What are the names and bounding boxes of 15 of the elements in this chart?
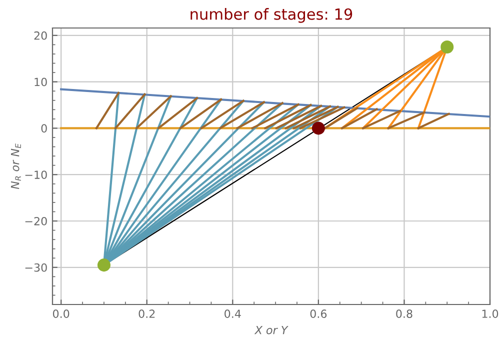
y-tick-label: 10 [34, 78, 47, 86]
y-axis-title: N$_{R}$ or N$_{E}$ [10, 143, 21, 190]
x-axis-title: X or Y [254, 326, 288, 334]
x-tick-label: 0.0 [52, 310, 70, 318]
y-tick-label: 20 [34, 31, 47, 40]
y-tick-label: −10 [25, 170, 47, 179]
x-tick-label: 1.0 [482, 310, 498, 318]
y-tick-label: 0 [41, 124, 47, 133]
x-tick-label: 0.6 [310, 310, 327, 318]
y-tick-label: −30 [25, 263, 47, 272]
x-tick-label: 0.8 [396, 310, 412, 318]
chart-title: number of stages: 19 [190, 8, 352, 23]
x-tick-label: 0.4 [224, 310, 241, 318]
x-tick-label: 0.2 [138, 310, 155, 318]
y-tick-label: −20 [25, 216, 47, 226]
